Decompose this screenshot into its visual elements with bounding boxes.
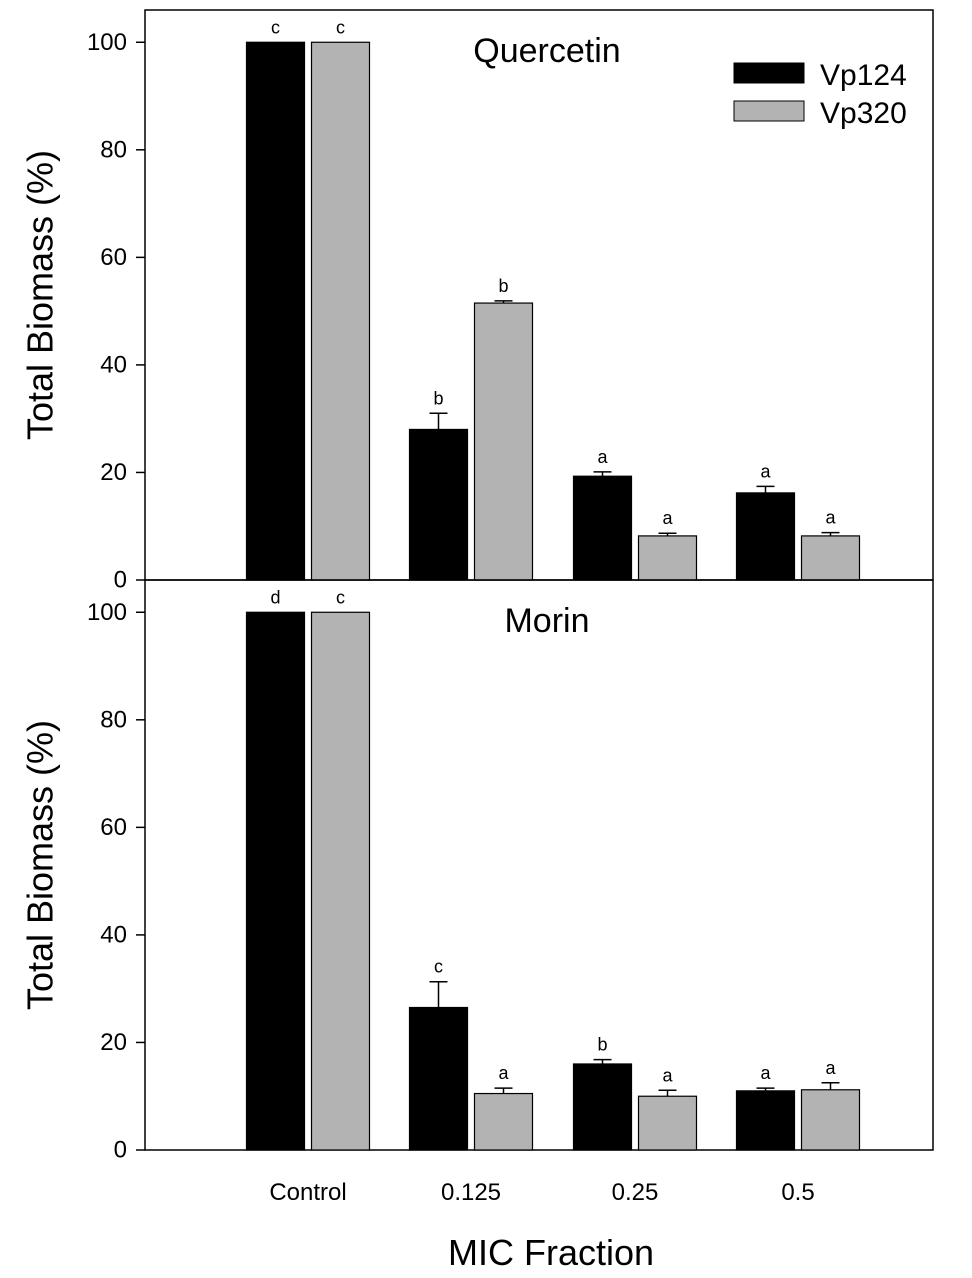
y-tick-label: 60 (100, 814, 127, 841)
bar-vp124-0.125 (408, 428, 469, 581)
x-tick-label: Control (269, 1179, 346, 1206)
y-tick-label: 20 (100, 459, 127, 486)
x-axis-title: MIC Fraction (448, 1232, 654, 1273)
significance-label: b (498, 276, 508, 296)
bar-vp124-0.25 (572, 1063, 633, 1151)
y-axis-title: Total Biomass (%) (20, 720, 61, 1010)
y-axis-ticks: 0 20 40 60 80 100 (87, 29, 145, 594)
y-tick-label: 60 (100, 244, 127, 271)
legend-label-vp124: Vp124 (820, 59, 907, 92)
y-tick-label: 40 (100, 921, 127, 948)
y-tick-label: 0 (114, 567, 127, 594)
significance-label: a (825, 1058, 836, 1078)
significance-label: d (270, 587, 280, 607)
significance-label: a (825, 508, 836, 528)
significance-label: a (760, 461, 771, 481)
significance-label: a (662, 1065, 673, 1085)
legend: Vp124 Vp320 (733, 59, 907, 130)
y-tick-label: 0 (114, 1137, 127, 1164)
y-tick-label: 20 (100, 1029, 127, 1056)
bar-vp320-0.125 (473, 302, 534, 581)
bar-vp320-0.5 (800, 1089, 861, 1151)
significance-label: c (336, 587, 345, 607)
bar-vp320-Control (310, 41, 371, 581)
x-tick-label: 0.25 (612, 1179, 659, 1206)
significance-label: c (336, 17, 345, 37)
y-tick-label: 80 (100, 706, 127, 733)
y-tick-label: 40 (100, 351, 127, 378)
y-tick-label: 80 (100, 136, 127, 163)
significance-label: a (498, 1063, 509, 1083)
significance-label: b (433, 388, 443, 408)
x-tick-label: 0.5 (781, 1179, 814, 1206)
significance-label: a (760, 1063, 771, 1083)
y-axis-ticks: 0 20 40 60 80 100 (87, 599, 145, 1164)
significance-label: a (597, 447, 608, 467)
y-tick-label: 100 (87, 599, 127, 626)
bar-vp320-0.25 (637, 1095, 698, 1151)
panel-title: Quercetin (473, 32, 620, 70)
significance-label: b (597, 1035, 607, 1055)
legend-label-vp320: Vp320 (820, 97, 907, 130)
panel-title: Morin (504, 602, 589, 640)
x-tick-label: 0.125 (441, 1179, 501, 1206)
significance-label: a (662, 508, 673, 528)
bar-vp320-0.5 (800, 535, 861, 581)
bar-vp320-Control (310, 611, 371, 1151)
x-axis-category-labels: Control 0.125 0.25 0.5 (269, 1179, 814, 1206)
legend-swatch-vp124 (733, 62, 805, 84)
bar-vp124-0.5 (735, 492, 796, 581)
y-tick-label: 100 (87, 29, 127, 56)
bar-vp124-0.5 (735, 1090, 796, 1151)
bar-vp124-0.125 (408, 1006, 469, 1151)
significance-label: c (434, 957, 443, 977)
y-axis-title: Total Biomass (%) (20, 150, 61, 440)
bars: d c b a c a a a (245, 587, 861, 1151)
bar-vp124-0.25 (572, 475, 633, 581)
bar-vp320-0.125 (473, 1092, 534, 1151)
bar-vp124-Control (245, 41, 306, 581)
legend-swatch-vp320 (733, 100, 805, 122)
plot-frame (144, 579, 934, 1151)
significance-label: c (271, 17, 280, 37)
morin-panel: Morin Total Biomass (%) 0 20 40 60 80 100 d c b… (20, 579, 934, 1164)
bar-vp124-Control (245, 611, 306, 1151)
quercetin-panel: Quercetin Total Biomass (%) 0 20 40 60 80 100… (20, 9, 934, 594)
bar-vp320-0.25 (637, 535, 698, 581)
